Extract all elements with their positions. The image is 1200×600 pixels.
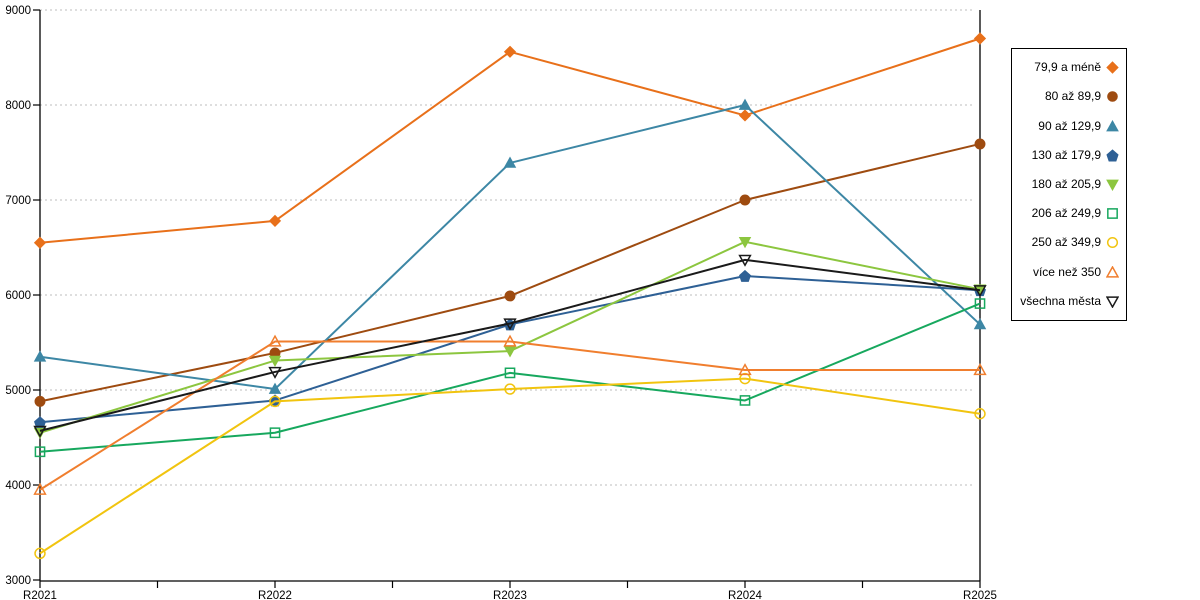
legend-item: 206 až 249,9 — [1032, 207, 1119, 220]
legend-diamond-icon — [1106, 61, 1119, 74]
series-8-point-4 — [973, 285, 987, 298]
legend-circle-icon — [1107, 91, 1118, 103]
series-0-point-2 — [503, 45, 517, 58]
series-5-point-1 — [269, 427, 281, 439]
legend-item-label: 79,9 a méně — [1034, 60, 1101, 75]
series-2-point-3 — [738, 98, 752, 110]
y-tick-label: 3000 — [5, 575, 31, 587]
series-1-point-3 — [739, 194, 751, 206]
y-tick-label: 6000 — [5, 290, 31, 302]
series-4-point-1 — [268, 355, 282, 367]
legend-item-label: 80 až 89,9 — [1044, 89, 1101, 104]
y-tick-label: 7000 — [5, 195, 31, 207]
legend-triangle-up-icon — [1106, 119, 1119, 131]
legend-item: více než 350 — [1032, 264, 1119, 279]
legend-item-label: všechna města — [1020, 293, 1101, 308]
series-0-point-4 — [973, 32, 987, 45]
series-0-point-0 — [33, 236, 47, 249]
legend-marker-shape — [1107, 208, 1118, 220]
series-6-point-2 — [504, 383, 516, 395]
legend-marker-shape — [1106, 179, 1119, 191]
series-8-point-1 — [268, 366, 282, 379]
legend-triangle-down-icon — [1106, 296, 1119, 308]
series-6-point-1 — [269, 395, 281, 408]
series-0-point-1 — [268, 214, 282, 228]
legend-item: 80 až 89,9 — [1045, 90, 1119, 103]
series-6-point-4 — [974, 408, 986, 420]
legend-pentagon-icon — [1106, 149, 1119, 162]
y-tick-label: 9000 — [5, 5, 31, 17]
series-line-6 — [39, 377, 981, 555]
series-7-point-0 — [33, 482, 47, 495]
legend-circle-icon — [1106, 237, 1119, 249]
legend-marker-shape — [1106, 265, 1119, 278]
y-tick-label: 8000 — [5, 100, 31, 112]
series-0-point-3 — [738, 109, 752, 122]
series-4-point-3 — [738, 236, 752, 249]
series-7-point-4 — [973, 363, 987, 376]
legend-marker-shape — [1107, 91, 1118, 103]
y-tick-label: 4000 — [5, 480, 31, 492]
series-line-5 — [39, 302, 981, 453]
series-2-point-4 — [973, 318, 987, 330]
series-8-point-3 — [738, 254, 752, 267]
series-1-point-0 — [34, 395, 46, 407]
legend-marker-shape — [1106, 296, 1119, 308]
series-6-point-0 — [34, 547, 46, 560]
series-8-point-2 — [503, 318, 517, 331]
legend-item-label: 180 až 205,9 — [1031, 176, 1101, 191]
legend-marker-shape — [1106, 61, 1119, 74]
legend-item: 90 až 129,9 — [1038, 118, 1119, 133]
legend-item-label: 90 až 129,9 — [1038, 118, 1101, 133]
series-5-point-3 — [739, 395, 751, 406]
legend-item: 79,9 a méně — [1034, 61, 1119, 74]
legend-item-label: 206 až 249,9 — [1031, 206, 1101, 221]
legend-marker-shape — [1106, 237, 1119, 249]
series-7-point-1 — [268, 334, 282, 347]
series-2-point-2 — [503, 156, 517, 168]
x-tick-label: R2021 — [23, 590, 57, 600]
legend-square-icon — [1107, 208, 1118, 220]
legend-item: 250 až 349,9 — [1032, 236, 1119, 249]
legend-triangle-up-icon — [1106, 265, 1119, 278]
series-line-8 — [39, 258, 981, 432]
legend-triangle-down-icon — [1106, 179, 1119, 191]
series-line-0 — [39, 37, 981, 244]
series-8-point-0 — [33, 425, 47, 438]
x-tick-label: R2023 — [493, 590, 527, 600]
series-4-point-2 — [503, 346, 517, 358]
series-3-point-3 — [739, 269, 751, 282]
series-5-point-2 — [504, 367, 516, 379]
series-1-point-2 — [504, 290, 516, 302]
series-5-point-4 — [974, 298, 986, 309]
legend-item-label: více než 350 — [1032, 264, 1101, 279]
legend-item: 180 až 205,9 — [1031, 176, 1119, 191]
legend-marker-shape — [1106, 149, 1119, 162]
chart-legend: 79,9 a méně 80 až 89,9 90 až 129,9 130 až 1… — [1011, 48, 1127, 321]
x-tick-label: R2025 — [963, 590, 997, 600]
legend-marker-shape — [1106, 119, 1119, 131]
series-7-point-3 — [738, 363, 752, 376]
series-1-point-4 — [974, 138, 986, 150]
series-2-point-1 — [268, 382, 282, 394]
legend-item-label: 130 až 179,9 — [1031, 147, 1101, 162]
x-tick-label: R2022 — [258, 590, 292, 600]
series-5-point-0 — [34, 446, 46, 458]
series-line-7 — [39, 340, 980, 491]
legend-item-label: 250 až 349,9 — [1031, 235, 1101, 250]
series-3-point-0 — [34, 416, 46, 429]
legend-item: všechna města — [1020, 293, 1119, 308]
y-tick-label: 5000 — [5, 385, 31, 397]
series-7-point-2 — [503, 334, 517, 347]
series-2-point-0 — [33, 350, 47, 362]
legend-item: 130 až 179,9 — [1031, 147, 1119, 162]
x-tick-label: R2024 — [728, 590, 762, 600]
